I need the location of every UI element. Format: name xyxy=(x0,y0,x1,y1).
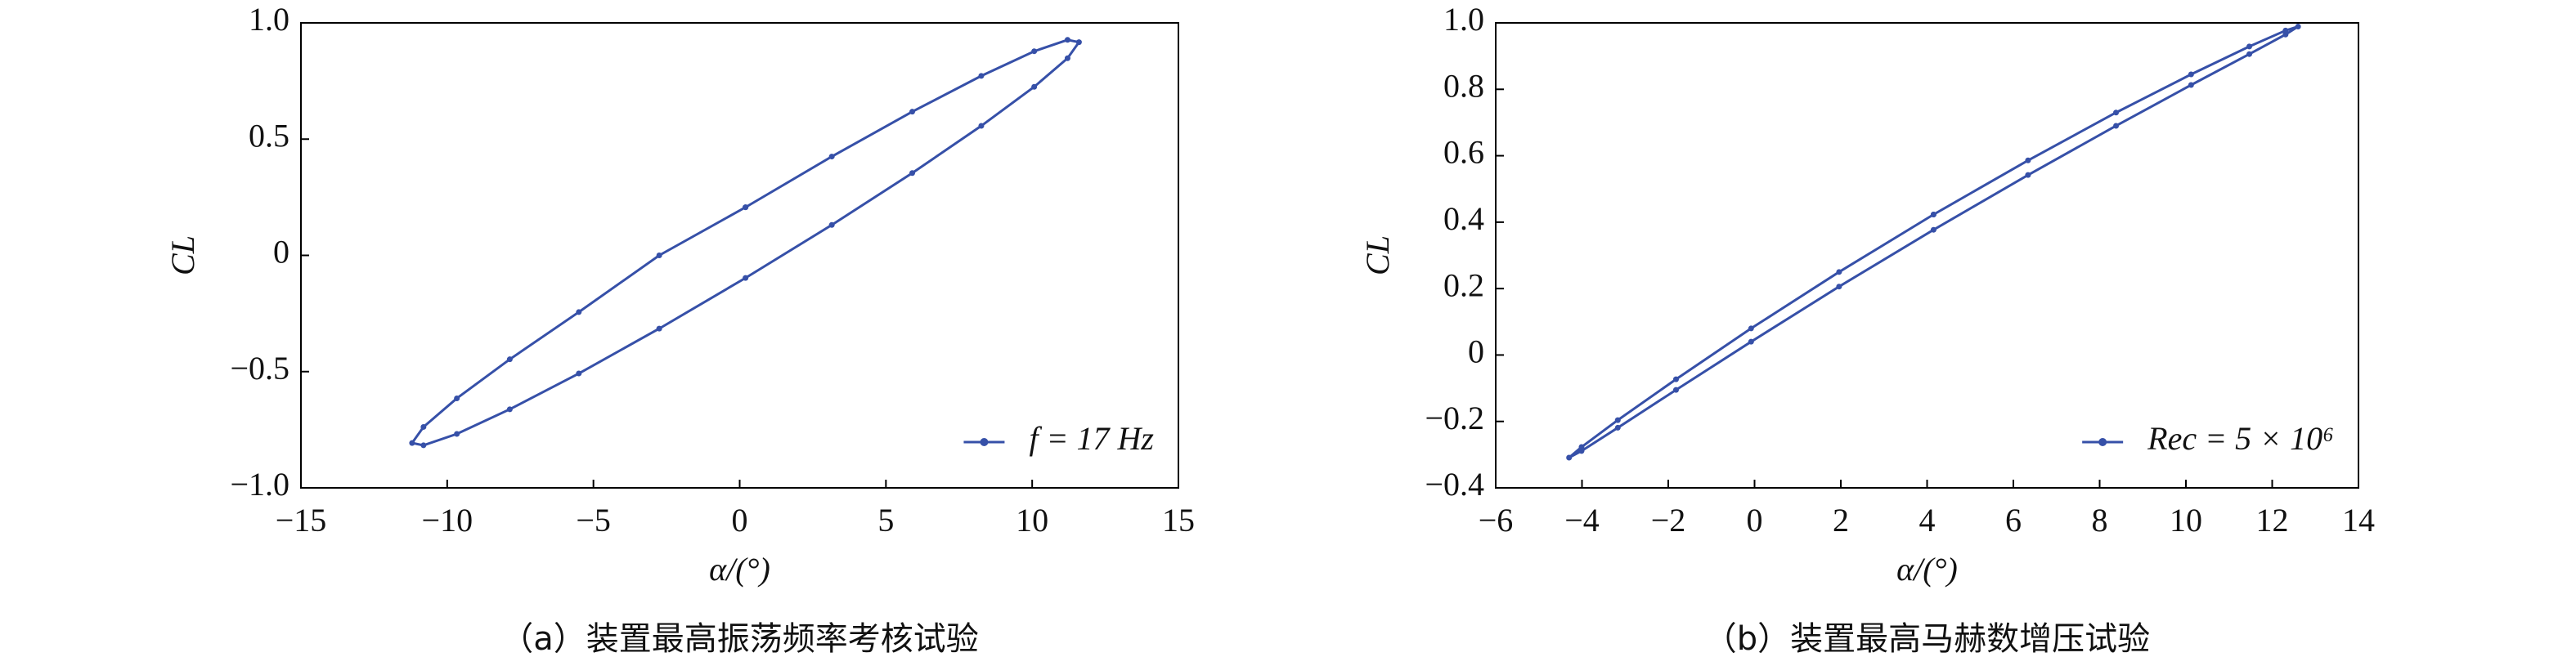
point xyxy=(2246,51,2253,57)
point xyxy=(420,442,427,449)
point xyxy=(1748,338,1754,345)
point xyxy=(2113,123,2120,129)
point xyxy=(743,204,749,211)
point xyxy=(909,109,916,115)
point xyxy=(1930,226,1936,233)
loop-line xyxy=(1568,25,2299,459)
y-tick-label: −0.5 xyxy=(230,350,289,387)
y-tick-label: 0.8 xyxy=(1443,67,1484,104)
point xyxy=(909,170,916,177)
point xyxy=(1031,48,1038,55)
point xyxy=(1075,39,1082,46)
point xyxy=(1614,424,1621,431)
y-axis-label: CL xyxy=(1359,235,1396,275)
y-tick-label: −1.0 xyxy=(230,466,289,503)
x-tick-label: −10 xyxy=(422,502,473,539)
point xyxy=(2295,23,2301,29)
point xyxy=(1930,212,1936,218)
x-tick-label: −2 xyxy=(1651,502,1686,539)
y-tick-label: 0 xyxy=(273,234,289,270)
point xyxy=(1836,284,1842,290)
point xyxy=(1672,387,1679,393)
point xyxy=(2025,157,2031,163)
x-tick-label: 0 xyxy=(1747,502,1763,539)
point xyxy=(454,395,460,401)
point xyxy=(2113,110,2120,116)
point xyxy=(656,325,662,332)
plot-frame xyxy=(1495,22,2359,489)
loop-line xyxy=(410,38,1081,447)
x-tick-label: −15 xyxy=(276,502,327,539)
caption: （a）装置最高振荡频率考核试验 xyxy=(500,620,979,658)
y-tick-label: 0 xyxy=(1468,333,1484,370)
x-tick-label: 12 xyxy=(2256,502,2289,539)
point xyxy=(656,253,662,258)
x-tick-label: 10 xyxy=(2170,502,2202,539)
point xyxy=(828,221,835,228)
point xyxy=(1672,376,1679,382)
x-tick-label: 15 xyxy=(1162,502,1195,539)
x-axis-label: α/(°) xyxy=(1896,551,1958,588)
x-tick-label: 5 xyxy=(877,502,894,539)
x-tick-label: −5 xyxy=(576,502,611,539)
x-axis-label: α/(°) xyxy=(709,551,770,588)
point xyxy=(2282,27,2289,34)
legend-marker xyxy=(2098,438,2107,446)
point xyxy=(1578,448,1585,454)
y-tick-label: 0.5 xyxy=(249,117,289,154)
y-tick-label: −0.2 xyxy=(1425,400,1484,436)
y-tick-label: 0.4 xyxy=(1443,200,1484,237)
legend-marker xyxy=(980,438,989,446)
y-tick-label: −0.4 xyxy=(1425,466,1484,503)
point xyxy=(1566,454,1573,461)
point xyxy=(1578,444,1585,450)
point xyxy=(1031,83,1038,90)
point xyxy=(576,370,582,377)
point xyxy=(978,73,985,79)
point xyxy=(1614,417,1621,423)
point xyxy=(576,309,582,315)
point xyxy=(1836,269,1842,275)
point xyxy=(1748,325,1754,332)
y-tick-label: 0.2 xyxy=(1443,266,1484,303)
point xyxy=(2246,43,2253,50)
point xyxy=(2282,31,2289,38)
point xyxy=(978,123,985,129)
point xyxy=(1064,37,1070,43)
point xyxy=(454,431,460,437)
point xyxy=(828,154,835,160)
point xyxy=(409,440,415,446)
legend-label: f = 17 Hz xyxy=(1029,420,1154,457)
legend-label: Rec = 5 × 10⁶ xyxy=(2147,420,2334,457)
point xyxy=(506,356,513,363)
x-tick-label: −6 xyxy=(1479,502,1514,539)
point xyxy=(2188,71,2194,78)
point xyxy=(2025,172,2031,178)
x-tick-label: 2 xyxy=(1833,502,1849,539)
point xyxy=(1064,55,1070,61)
point xyxy=(506,406,513,413)
y-tick-label: 1.0 xyxy=(249,1,289,38)
y-tick-label: 1.0 xyxy=(1443,1,1484,38)
x-tick-label: 14 xyxy=(2342,502,2375,539)
caption: （b）装置最高马赫数增压试验 xyxy=(1704,620,2150,658)
y-axis-label: CL xyxy=(164,235,201,275)
x-tick-label: 10 xyxy=(1016,502,1048,539)
x-tick-label: 6 xyxy=(2005,502,2022,539)
point xyxy=(743,275,749,281)
y-tick-label: 0.6 xyxy=(1443,134,1484,171)
point xyxy=(420,423,427,430)
x-tick-label: 4 xyxy=(1919,502,1936,539)
x-tick-label: 0 xyxy=(732,502,748,539)
x-tick-label: 8 xyxy=(2092,502,2108,539)
point xyxy=(2188,82,2194,88)
x-tick-label: −4 xyxy=(1564,502,1600,539)
